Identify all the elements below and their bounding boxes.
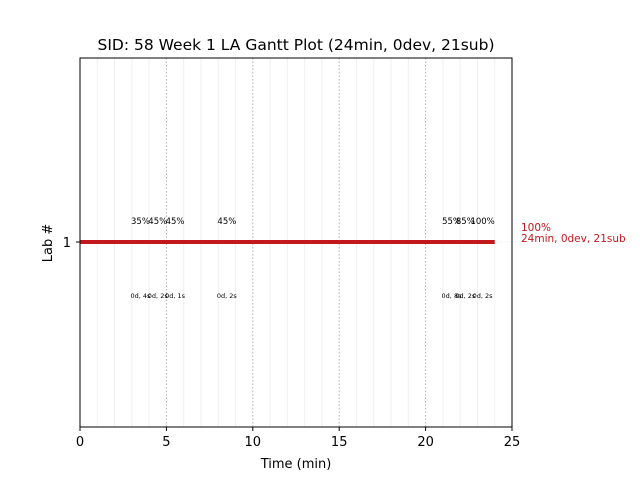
percent-label: 100% — [470, 217, 494, 227]
chart-title: SID: 58 Week 1 LA Gantt Plot (24min, 0de… — [97, 36, 494, 54]
event-label: 0d, 8s — [442, 292, 463, 300]
x-tick-label: 10 — [245, 435, 262, 450]
event-label: 0d, 2s — [148, 292, 169, 300]
event-label: 0d, 1s — [165, 292, 186, 300]
y-axis-label: Lab # — [41, 224, 56, 263]
x-tick-label: 5 — [162, 435, 170, 450]
x-tick-label: 25 — [504, 435, 521, 450]
percent-label: 45% — [217, 217, 236, 227]
percent-label: 45% — [148, 217, 167, 227]
bar-end-label-percent: 100% — [521, 222, 551, 234]
bar-end-label: 100% 24min, 0dev, 21sub — [521, 222, 626, 245]
y-tick-label: 1 — [63, 236, 71, 251]
event-label: 0d, 4s — [131, 292, 152, 300]
x-tick-label: 15 — [331, 435, 348, 450]
bar-end-label-summary: 24min, 0dev, 21sub — [521, 233, 626, 245]
x-tick-label: 0 — [76, 435, 84, 450]
percent-label: 55% — [442, 217, 461, 227]
event-label: 0d, 2s — [455, 292, 476, 300]
percent-label: 35% — [131, 217, 150, 227]
percent-label: 45% — [166, 217, 185, 227]
x-axis-label: Time (min) — [260, 457, 332, 472]
x-axis-ticks: 0 5 10 15 20 25 — [76, 427, 520, 450]
event-label: 0d, 2s — [217, 292, 238, 300]
x-tick-label: 20 — [417, 435, 434, 450]
percent-label: 85% — [456, 217, 475, 227]
event-label: 0d, 2s — [473, 292, 494, 300]
y-axis-ticks: 1 — [63, 236, 80, 251]
